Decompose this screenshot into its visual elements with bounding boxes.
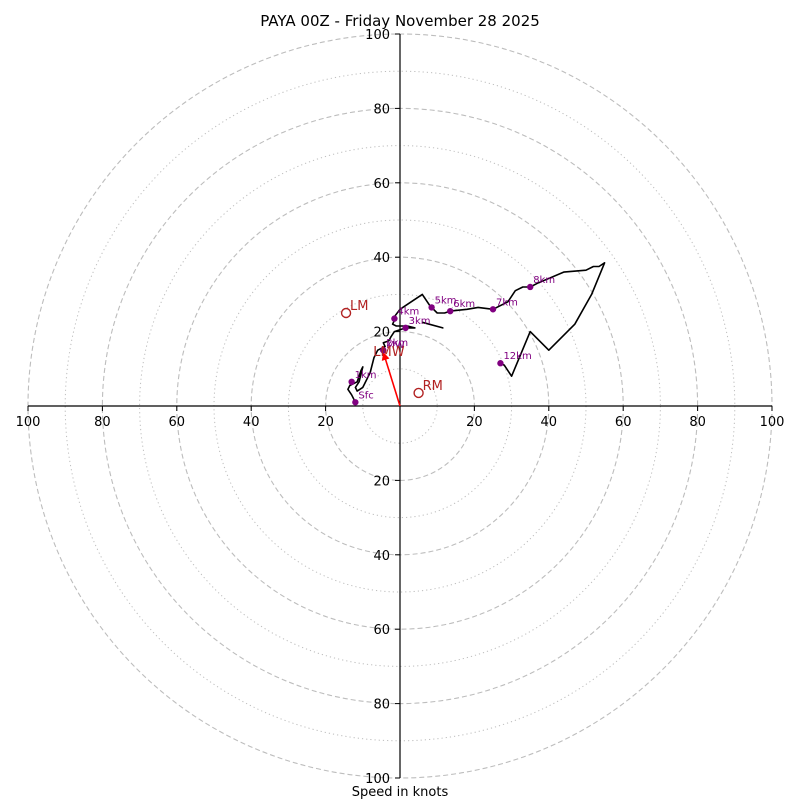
y-tick-label: 20 [373,326,390,341]
x-tick-label: 60 [169,415,186,430]
x-tick-label: 60 [615,415,632,430]
height-marker-dot [402,324,409,332]
height-marker-dot [447,307,454,315]
storm-motion-marker [413,387,424,399]
x-tick-label: 80 [94,415,111,430]
height-marker-dot [527,283,534,291]
height-marker-label: 7km [496,297,518,308]
y-tick-label: 60 [373,177,390,192]
y-tick-label: 80 [373,698,390,713]
left-mean-wind-label: LMW [373,345,404,360]
y-tick-label: 100 [365,772,390,787]
y-tick-label: 60 [373,623,390,638]
x-tick-label: 40 [541,415,558,430]
mean-wind-label: MW [386,340,405,351]
storm-motion-label: LM [350,299,368,314]
mean-wind-arrowhead [381,352,390,361]
y-tick-label: 20 [373,474,390,489]
x-tick-label: 80 [689,415,706,430]
height-marker-dot [489,306,497,313]
x-tick-label: 100 [760,415,785,430]
storm-motion-label: RM [423,379,443,394]
height-marker-dot [348,378,355,386]
storm-motion-marker [340,307,352,319]
height-marker-dot [428,304,435,311]
hodograph-line [347,261,606,403]
x-tick-label: 20 [466,415,483,430]
mean-wind-vector [382,351,401,407]
x-tick-label: 20 [317,415,334,430]
chart-title: PAYA 00Z - Friday November 28 2025 [260,12,540,30]
height-marker-label: 3km [409,316,431,327]
y-tick-label: 100 [365,28,390,43]
x-axis-label: Speed in knots [352,785,449,800]
height-marker-label: Sfc [358,390,373,401]
height-marker-dot [380,347,387,354]
x-tick-label: 40 [243,415,260,430]
height-marker-dot [391,315,398,322]
height-marker-label: 4km [397,307,419,318]
y-tick-label: 40 [373,251,390,266]
height-marker-label: 1km [355,370,377,381]
height-marker-dot [352,399,359,406]
height-marker-label: 12km [503,351,531,362]
height-marker-label: 2km [386,338,408,349]
hodograph-trace [347,261,606,407]
y-tick-label: 40 [373,549,390,564]
height-marker-dot [497,360,504,367]
x-tick-label: 100 [16,415,41,430]
tick-labels: 100 80 60 40 20 20 40 60 80 100 20 40 60 80 100 20 40 60 8… [16,28,785,787]
height-marker-label: 5km [435,295,457,306]
y-tick-label: 80 [373,102,390,117]
height-marker-label: 8km [533,275,555,286]
hodograph-line-segment [422,321,444,329]
height-marker-label: 6km [453,299,475,310]
storm-motions: LM RM LMW [340,299,443,399]
